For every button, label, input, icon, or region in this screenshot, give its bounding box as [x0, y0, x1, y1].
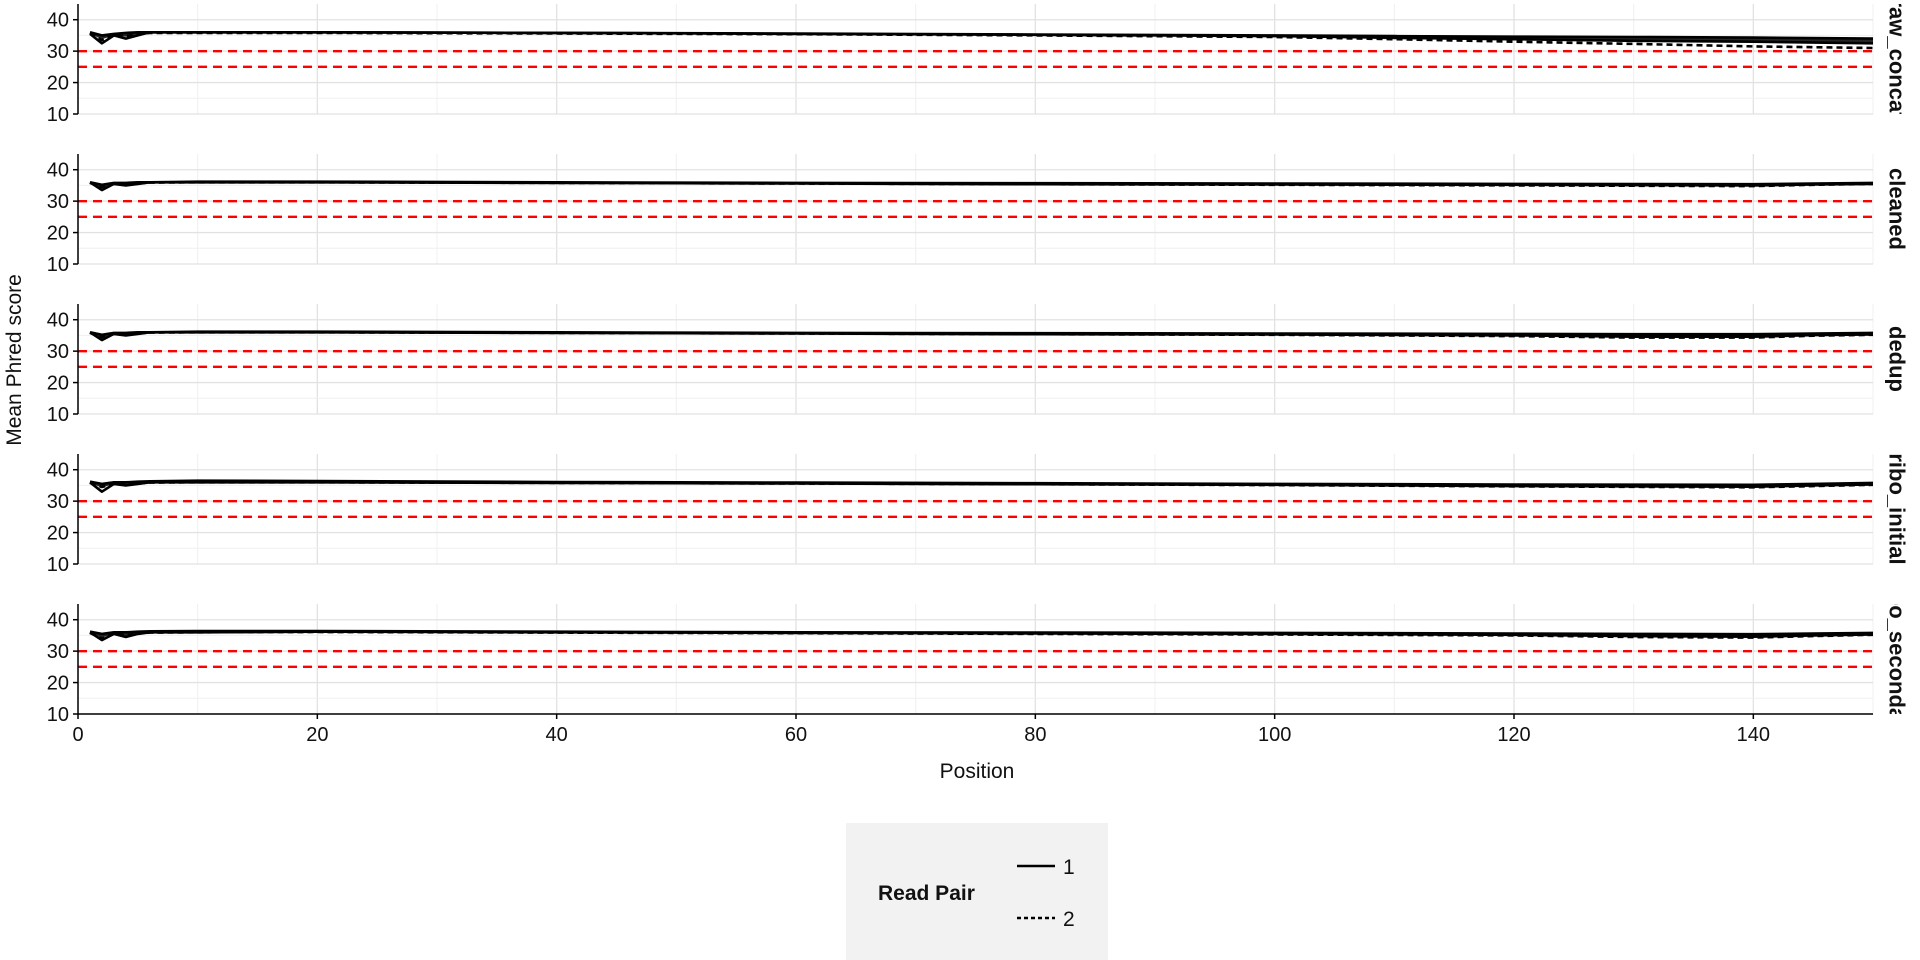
x-tick-label: 60	[785, 724, 807, 746]
x-tick-label: 20	[306, 724, 328, 746]
x-tick-label: 120	[1497, 724, 1530, 746]
panel-strip-label: raw_concat	[1885, 0, 1910, 120]
x-tick-label: 40	[546, 724, 568, 746]
legend-title: Read Pair	[878, 882, 975, 905]
series-band	[90, 331, 1873, 339]
y-tick-label: 40	[47, 460, 69, 482]
y-axis-title: Mean Phred score	[3, 274, 26, 446]
y-tick-label: 30	[47, 341, 69, 363]
y-tick-label: 20	[47, 73, 69, 95]
strip-label-group: ribo_secondary	[1885, 577, 1910, 742]
strip-label-group: raw_concat	[1885, 0, 1910, 120]
panel-series-group	[89, 479, 1873, 494]
y-tick-label: 20	[47, 373, 69, 395]
panel-strip-label: ribo_secondary	[1885, 577, 1910, 742]
facet-panel: 10 20 30 40 ribo_secondary	[47, 577, 1910, 742]
y-tick-label: 20	[47, 223, 69, 245]
panel-strip-label: dedup	[1885, 326, 1910, 392]
facet-panel: 10 20 30 40 raw_concat	[47, 0, 1910, 126]
y-tick-label: 40	[47, 10, 69, 32]
legend-label-2: 2	[1063, 908, 1075, 931]
strip-label-group: dedup	[1885, 326, 1910, 392]
x-tick-label: 0	[72, 724, 83, 746]
panel-strip-label: cleaned	[1885, 168, 1910, 250]
x-tick-label: 140	[1737, 724, 1770, 746]
x-tick-label: 80	[1024, 724, 1046, 746]
x-tick-label: 100	[1258, 724, 1291, 746]
facet-panel: 10 20 30 40 dedup	[47, 304, 1910, 426]
y-tick-label: 10	[47, 554, 69, 576]
facet-panels: 10 20 30 40 raw_concat 10 20 30 40 cleaned 10 20 30 4…	[47, 0, 1910, 742]
facet-panel: 10 20 30 40 cleaned	[47, 154, 1910, 276]
y-tick-label: 30	[47, 41, 69, 63]
y-tick-label: 30	[47, 491, 69, 513]
y-tick-label: 30	[47, 641, 69, 663]
panel-series-group	[89, 330, 1873, 342]
series-band	[90, 480, 1873, 488]
y-tick-label: 10	[47, 104, 69, 126]
strip-label-group: cleaned	[1885, 168, 1910, 250]
series-band	[90, 181, 1873, 189]
x-axis-title: Position	[940, 760, 1015, 783]
panel-strip-label: ribo_initial	[1885, 453, 1910, 564]
y-tick-label: 10	[47, 704, 69, 726]
y-tick-label: 40	[47, 610, 69, 632]
y-tick-label: 30	[47, 191, 69, 213]
series-band	[90, 631, 1873, 638]
strip-label-group: ribo_initial	[1885, 453, 1910, 564]
legend: Read Pair 1 2	[846, 823, 1108, 960]
panel-series-group	[89, 629, 1873, 642]
facet-panel: 10 20 30 40 ribo_initial	[47, 453, 1910, 576]
panel-series-group	[89, 30, 1873, 50]
y-tick-label: 40	[47, 310, 69, 332]
y-tick-label: 40	[47, 160, 69, 182]
y-tick-label: 20	[47, 673, 69, 695]
y-tick-label: 10	[47, 254, 69, 276]
panel-series-group	[89, 180, 1873, 192]
legend-background	[846, 823, 1108, 960]
y-tick-label: 20	[47, 523, 69, 545]
y-tick-label: 10	[47, 404, 69, 426]
x-axis: 0 20 40 60 80 100 120 140	[72, 713, 1873, 746]
series-band	[90, 32, 1873, 43]
legend-label-1: 1	[1063, 856, 1075, 879]
